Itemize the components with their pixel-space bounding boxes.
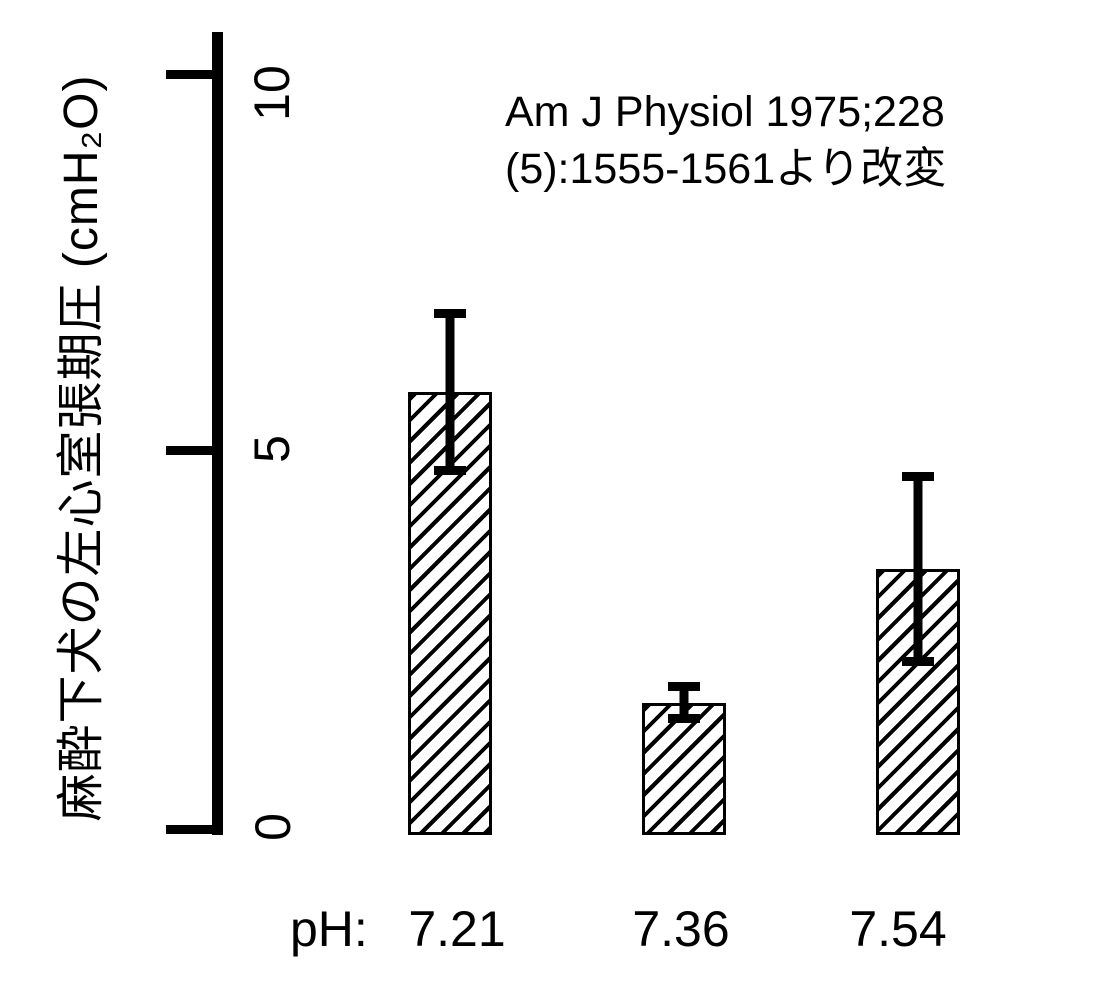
x-tick-label-7-36: 7.36: [632, 901, 730, 957]
bar-ph-7-36: [642, 702, 726, 835]
y-tick-label-10: 10: [244, 65, 300, 121]
source-citation: Am J Physiol 1975;228 (5):1555-1561より改変: [505, 84, 946, 198]
x-tick-label-7-54: 7.54: [849, 901, 947, 957]
error-bar-stem: [445, 308, 455, 475]
error-bar-cap-bottom: [434, 465, 466, 475]
source-citation-line1: Am J Physiol 1975;228: [505, 88, 945, 136]
y-tick-label-0: 0: [245, 813, 301, 841]
error-bar-cap-bottom: [668, 714, 700, 724]
y-axis-line: [212, 32, 223, 835]
error-bar-ph-7-21: [434, 308, 466, 475]
error-bar-ph-7-54: [902, 472, 934, 666]
x-axis-prefix-ph: pH:: [290, 901, 368, 957]
y-tick-mark-5: [166, 446, 212, 455]
error-bar-stem: [913, 472, 923, 666]
y-axis-title: 麻酔下犬の左心室張期圧 (cmH₂O): [55, 74, 108, 822]
error-bar-cap-top: [902, 472, 934, 482]
error-bar-cap-bottom: [902, 656, 934, 666]
y-tick-label-5: 5: [244, 435, 300, 463]
x-tick-label-7-21: 7.21: [408, 901, 506, 957]
error-bar-cap-top: [434, 308, 466, 318]
y-tick-mark-0: [166, 825, 212, 834]
error-bar-stem: [679, 682, 689, 724]
y-tick-mark-10: [166, 70, 212, 79]
x-axis-labels: pH: 7.21 7.36 7.54: [0, 902, 1107, 972]
error-bar-cap-top: [668, 682, 700, 692]
error-bar-ph-7-36: [668, 682, 700, 724]
source-citation-line2: (5):1555-1561より改変: [505, 145, 947, 193]
